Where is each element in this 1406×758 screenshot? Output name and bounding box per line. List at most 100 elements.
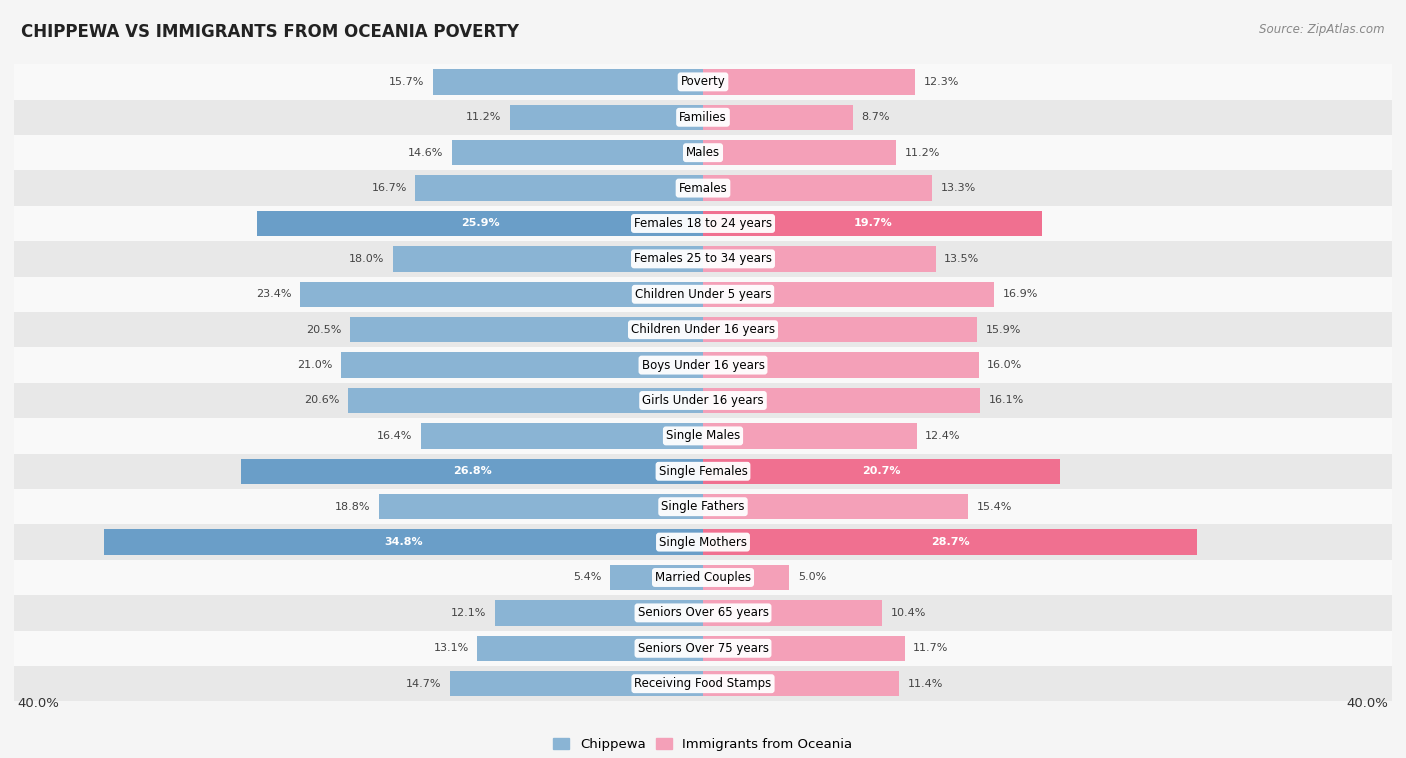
Bar: [14, 525, 1392, 560]
Text: 16.1%: 16.1%: [988, 396, 1024, 406]
Bar: [14, 171, 1392, 205]
Bar: [349, 388, 703, 413]
Bar: [420, 423, 703, 449]
Text: CHIPPEWA VS IMMIGRANTS FROM OCEANIA POVERTY: CHIPPEWA VS IMMIGRANTS FROM OCEANIA POVE…: [21, 23, 519, 41]
Text: 23.4%: 23.4%: [256, 290, 291, 299]
Bar: [703, 671, 900, 697]
Bar: [342, 352, 703, 377]
Bar: [703, 246, 935, 271]
Bar: [703, 600, 882, 625]
Bar: [703, 317, 977, 343]
Text: 12.3%: 12.3%: [924, 77, 959, 87]
Text: Single Mothers: Single Mothers: [659, 536, 747, 549]
Bar: [703, 565, 789, 590]
Bar: [703, 211, 1042, 236]
Text: 13.1%: 13.1%: [433, 644, 468, 653]
Text: 20.5%: 20.5%: [307, 324, 342, 335]
Text: 15.4%: 15.4%: [977, 502, 1012, 512]
Bar: [610, 565, 703, 590]
Text: 15.7%: 15.7%: [388, 77, 425, 87]
Text: 11.2%: 11.2%: [904, 148, 939, 158]
Bar: [14, 205, 1392, 241]
Text: 12.4%: 12.4%: [925, 431, 960, 441]
Text: 16.0%: 16.0%: [987, 360, 1022, 370]
Bar: [451, 140, 703, 165]
Bar: [350, 317, 703, 343]
Text: 18.8%: 18.8%: [335, 502, 371, 512]
Bar: [257, 211, 703, 236]
Text: 13.3%: 13.3%: [941, 183, 976, 193]
Bar: [14, 99, 1392, 135]
Bar: [433, 69, 703, 95]
Bar: [14, 312, 1392, 347]
Legend: Chippewa, Immigrants from Oceania: Chippewa, Immigrants from Oceania: [548, 732, 858, 756]
Text: 25.9%: 25.9%: [461, 218, 499, 228]
Text: Families: Families: [679, 111, 727, 124]
Bar: [299, 281, 703, 307]
Text: 28.7%: 28.7%: [931, 537, 970, 547]
Text: Girls Under 16 years: Girls Under 16 years: [643, 394, 763, 407]
Text: Source: ZipAtlas.com: Source: ZipAtlas.com: [1260, 23, 1385, 36]
Bar: [14, 277, 1392, 312]
Text: Married Couples: Married Couples: [655, 571, 751, 584]
Text: Single Males: Single Males: [666, 429, 740, 443]
Text: 18.0%: 18.0%: [349, 254, 384, 264]
Bar: [14, 418, 1392, 453]
Bar: [14, 241, 1392, 277]
Text: 10.4%: 10.4%: [891, 608, 927, 618]
Bar: [703, 494, 969, 519]
Text: 40.0%: 40.0%: [1347, 697, 1389, 709]
Text: 14.7%: 14.7%: [406, 678, 441, 689]
Bar: [703, 105, 853, 130]
Text: 13.5%: 13.5%: [945, 254, 980, 264]
Bar: [703, 459, 1060, 484]
Bar: [495, 600, 703, 625]
Text: 20.6%: 20.6%: [304, 396, 340, 406]
Text: 19.7%: 19.7%: [853, 218, 891, 228]
Text: Seniors Over 65 years: Seniors Over 65 years: [637, 606, 769, 619]
Text: 11.2%: 11.2%: [467, 112, 502, 122]
Text: 5.0%: 5.0%: [797, 572, 825, 582]
Text: Seniors Over 75 years: Seniors Over 75 years: [637, 642, 769, 655]
Bar: [14, 64, 1392, 99]
Text: Children Under 5 years: Children Under 5 years: [634, 288, 772, 301]
Text: Single Fathers: Single Fathers: [661, 500, 745, 513]
Text: 21.0%: 21.0%: [297, 360, 333, 370]
Text: 20.7%: 20.7%: [862, 466, 900, 476]
Text: Poverty: Poverty: [681, 75, 725, 89]
Text: 16.9%: 16.9%: [1002, 290, 1038, 299]
Bar: [14, 383, 1392, 418]
Text: Boys Under 16 years: Boys Under 16 years: [641, 359, 765, 371]
Bar: [510, 105, 703, 130]
Bar: [450, 671, 703, 697]
Bar: [14, 135, 1392, 171]
Bar: [703, 175, 932, 201]
Bar: [703, 352, 979, 377]
Text: Females 18 to 24 years: Females 18 to 24 years: [634, 217, 772, 230]
Bar: [242, 459, 703, 484]
Bar: [14, 595, 1392, 631]
Bar: [14, 560, 1392, 595]
Text: Single Females: Single Females: [658, 465, 748, 478]
Text: 8.7%: 8.7%: [862, 112, 890, 122]
Text: 11.7%: 11.7%: [912, 644, 949, 653]
Bar: [703, 281, 994, 307]
Bar: [104, 529, 703, 555]
Bar: [703, 423, 917, 449]
Bar: [14, 347, 1392, 383]
Text: Receiving Food Stamps: Receiving Food Stamps: [634, 677, 772, 691]
Text: 15.9%: 15.9%: [986, 324, 1021, 335]
Bar: [703, 635, 904, 661]
Text: 40.0%: 40.0%: [17, 697, 59, 709]
Bar: [415, 175, 703, 201]
Bar: [14, 631, 1392, 666]
Text: Females: Females: [679, 182, 727, 195]
Text: 16.7%: 16.7%: [371, 183, 406, 193]
Bar: [14, 666, 1392, 701]
Bar: [380, 494, 703, 519]
Bar: [703, 529, 1198, 555]
Bar: [703, 140, 896, 165]
Text: 5.4%: 5.4%: [574, 572, 602, 582]
Text: 34.8%: 34.8%: [384, 537, 423, 547]
Text: 16.4%: 16.4%: [377, 431, 412, 441]
